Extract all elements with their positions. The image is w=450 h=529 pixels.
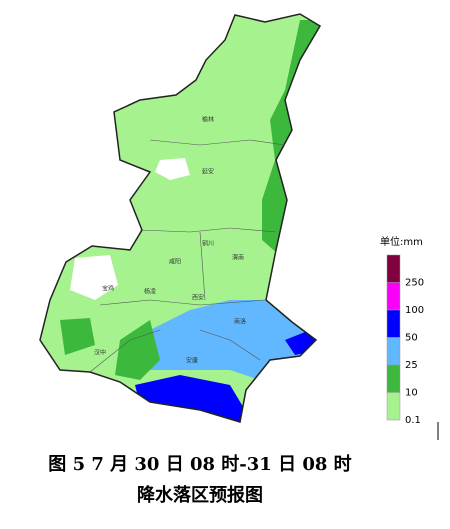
legend-label: 10 <box>405 388 418 399</box>
legend-swatch <box>386 282 401 311</box>
city-label: 安康 <box>186 357 198 365</box>
city-label: 杨凌 <box>144 288 156 296</box>
legend-swatch <box>386 254 401 283</box>
city-label: 宝鸡 <box>102 285 114 293</box>
legend: 单位:mm 250 100 50 25 10 0.1 <box>380 235 424 426</box>
legend-label: 250 <box>405 278 424 289</box>
city-label: 咸阳 <box>169 258 181 266</box>
caption-line2: 降水落区预报图 <box>137 485 263 506</box>
legend-swatch <box>386 337 401 366</box>
legend-swatch <box>386 364 401 393</box>
legend-label: 25 <box>405 360 418 371</box>
city-label: 汉中 <box>94 349 106 357</box>
caption-line1: 图 5 7 月 30 日 08 时-31 日 08 时 <box>48 454 352 475</box>
city-borders <box>89 139 286 373</box>
legend-label: 0.1 <box>405 415 421 426</box>
legend-label: 100 <box>405 305 424 316</box>
rain-areas <box>40 14 320 422</box>
city-label: 铜川 <box>202 240 214 248</box>
city-label: 西安 <box>192 294 204 302</box>
city-label: 延安 <box>202 168 214 176</box>
city-label: 渭南 <box>232 254 244 262</box>
legend-title: 单位:mm <box>380 235 423 248</box>
legend-swatch <box>386 392 401 421</box>
city-label: 榆林 <box>202 116 214 124</box>
legend-swatch <box>386 309 401 338</box>
legend-label: 50 <box>405 333 418 344</box>
city-label: 商洛 <box>234 318 246 326</box>
